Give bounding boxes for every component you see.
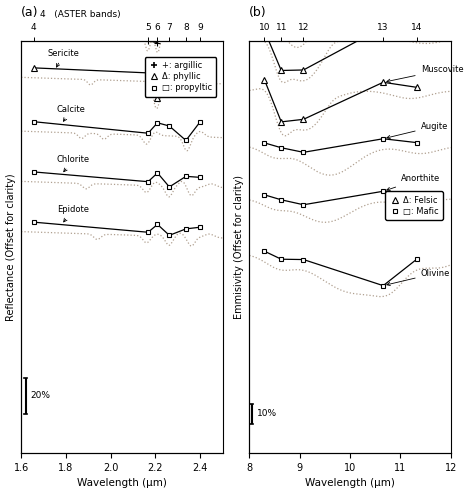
Text: Epidote: Epidote — [57, 206, 89, 222]
Y-axis label: Emmisivity (Offset for clarity): Emmisivity (Offset for clarity) — [234, 175, 244, 319]
Text: 20%: 20% — [30, 391, 50, 400]
X-axis label: Wavelength (μm): Wavelength (μm) — [305, 479, 395, 489]
Text: Calcite: Calcite — [57, 105, 86, 122]
Legend: +: argillic, Δ: phyllic, □: propyltic: +: argillic, Δ: phyllic, □: propyltic — [145, 57, 217, 97]
Legend: Δ: Felsic, □: Mafic: Δ: Felsic, □: Mafic — [385, 191, 443, 220]
Text: 10%: 10% — [257, 410, 277, 418]
Text: Muscovite: Muscovite — [387, 66, 463, 82]
Text: (a): (a) — [21, 5, 38, 19]
Text: Sericite: Sericite — [48, 49, 80, 67]
Text: Orthoclase: Orthoclase — [0, 493, 1, 494]
Text: Augite: Augite — [387, 122, 448, 139]
Text: Alunite: Alunite — [0, 493, 1, 494]
Text: Anorthite: Anorthite — [387, 174, 440, 191]
Y-axis label: Reflectance (Offset for clarity): Reflectance (Offset for clarity) — [6, 173, 16, 321]
Text: Chlorite: Chlorite — [57, 155, 90, 172]
Text: Kaolinite: Kaolinite — [0, 493, 1, 494]
Text: Quartz: Quartz — [0, 493, 1, 494]
Text: 4   (ASTER bands): 4 (ASTER bands) — [40, 10, 121, 19]
X-axis label: Wavelength (μm): Wavelength (μm) — [77, 479, 167, 489]
Text: (b): (b) — [249, 5, 267, 19]
Text: Olivine: Olivine — [387, 269, 450, 286]
